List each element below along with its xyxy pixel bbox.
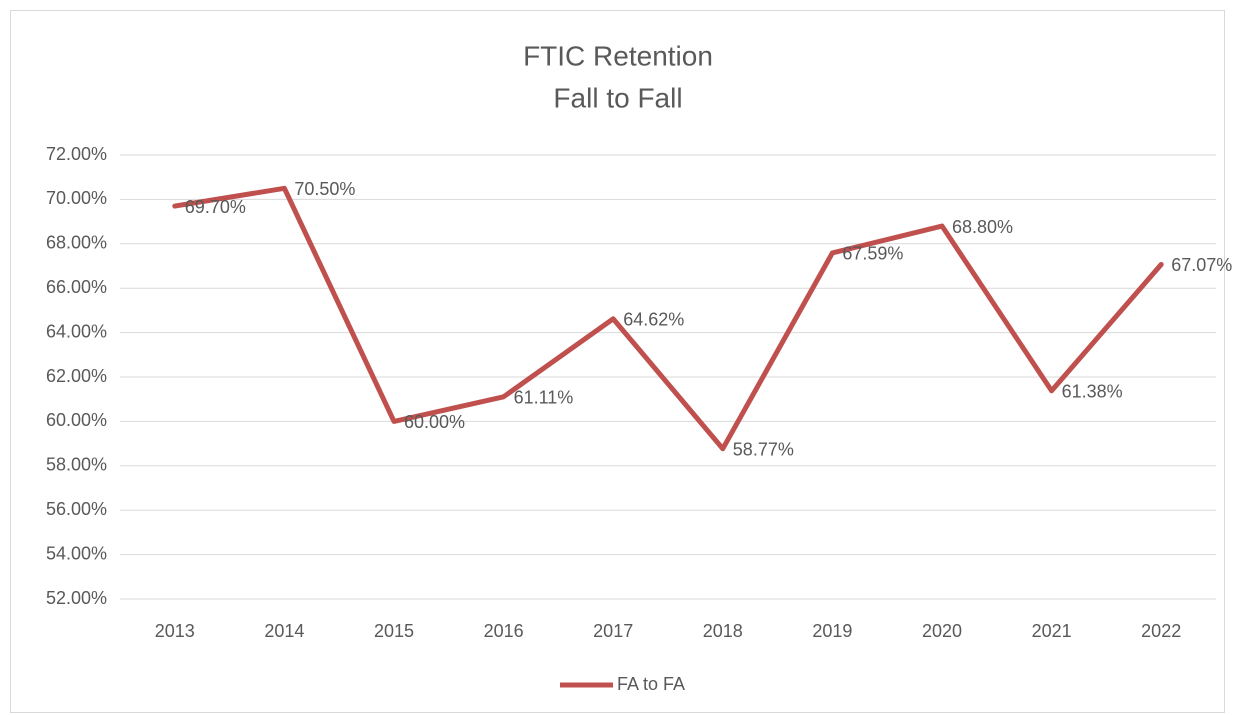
x-tick-label: 2019: [812, 621, 852, 641]
x-tick-label: 2014: [264, 621, 304, 641]
y-tick-label: 52.00%: [46, 588, 107, 608]
data-line: [172, 185, 1164, 452]
x-tick-label: 2013: [155, 621, 195, 641]
data-label: 58.77%: [733, 439, 794, 459]
y-tick-label: 56.00%: [46, 499, 107, 519]
y-tick-label: 66.00%: [46, 277, 107, 297]
data-label: 61.38%: [1062, 382, 1123, 402]
chart-subtitle: Fall to Fall: [553, 82, 682, 113]
x-tick-label: 2018: [703, 621, 743, 641]
x-tick-label: 2017: [593, 621, 633, 641]
x-tick-label: 2015: [374, 621, 414, 641]
y-tick-label: 72.00%: [46, 144, 107, 164]
y-tick-label: 54.00%: [46, 543, 107, 563]
data-label: 67.07%: [1171, 255, 1232, 275]
chart-border: [10, 10, 1225, 713]
x-tick-label: 2022: [1141, 621, 1181, 641]
y-tick-label: 70.00%: [46, 188, 107, 208]
data-label: 70.50%: [294, 179, 355, 199]
data-label: 64.62%: [623, 310, 684, 330]
y-tick-label: 58.00%: [46, 455, 107, 475]
chart-title: FTIC Retention: [523, 40, 713, 71]
data-label: 60.00%: [404, 412, 465, 432]
data-label: 61.11%: [514, 388, 574, 408]
x-tick-label: 2021: [1032, 621, 1072, 641]
x-tick-label: 2016: [484, 621, 524, 641]
y-tick-label: 62.00%: [46, 366, 107, 386]
y-tick-label: 60.00%: [46, 410, 107, 430]
data-label: 68.80%: [952, 217, 1013, 237]
y-tick-label: 64.00%: [46, 321, 107, 341]
x-tick-label: 2020: [922, 621, 962, 641]
data-label: 67.59%: [842, 244, 903, 264]
data-label: 69.70%: [185, 197, 246, 217]
legend-label: FA to FA: [617, 674, 685, 694]
y-tick-label: 68.00%: [46, 233, 107, 253]
